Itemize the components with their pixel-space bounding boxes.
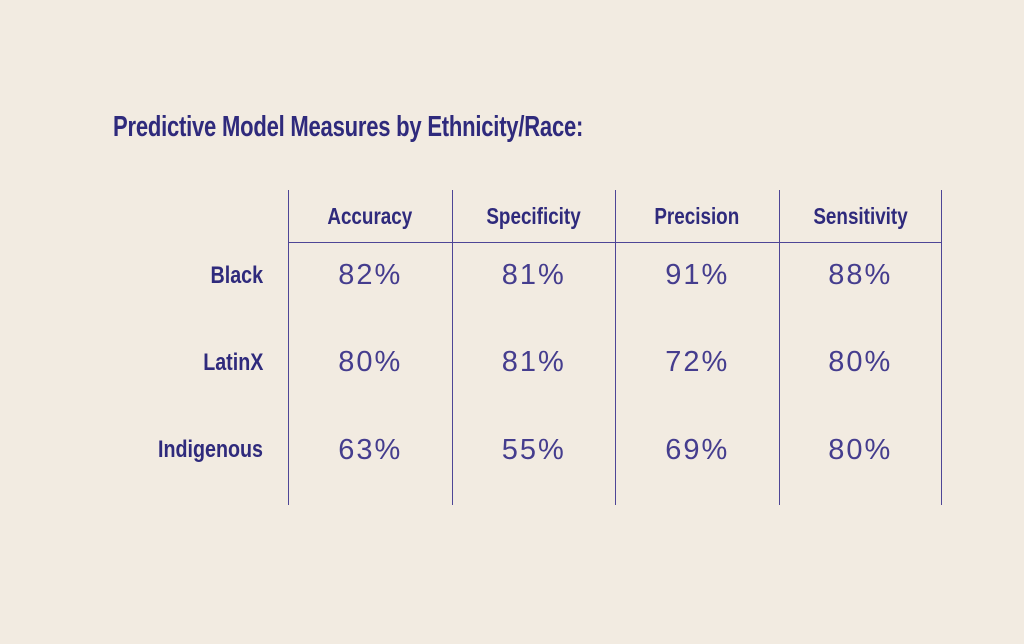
row-label-black-text: Black — [210, 261, 263, 289]
row-label-latinx-text: LatinX — [202, 348, 263, 376]
column-header-specificity: Specificity — [451, 190, 615, 243]
metrics-table: Accuracy Specificity Precision Sensitivi… — [113, 190, 942, 505]
column-header-accuracy-label: Accuracy — [327, 202, 413, 229]
cell-indigenous-accuracy: 63% — [288, 417, 452, 505]
cell-latinx-specificity: 81% — [451, 330, 616, 418]
column-header-precision-label: Precision — [654, 202, 740, 229]
column-header-sensitivity-label: Sensitivity — [813, 202, 908, 229]
column-header-precision: Precision — [615, 190, 779, 243]
cell-latinx-sensitivity: 80% — [778, 330, 942, 418]
cell-indigenous-precision: 69% — [615, 417, 779, 505]
cell-latinx-accuracy: 80% — [288, 330, 452, 418]
cell-black-precision: 91% — [615, 243, 779, 331]
row-label-indigenous-text: Indigenous — [158, 436, 263, 464]
page-title-text: Predictive Model Measures by Ethnicity/R… — [113, 111, 584, 143]
row-label-black: Black — [113, 243, 288, 330]
cell-latinx-precision: 72% — [615, 330, 779, 418]
cell-black-accuracy: 82% — [288, 243, 452, 331]
column-header-specificity-label: Specificity — [486, 202, 581, 229]
cell-black-specificity: 81% — [451, 243, 616, 331]
row-label-indigenous: Indigenous — [113, 418, 288, 505]
column-header-accuracy: Accuracy — [288, 190, 452, 243]
corner-cell — [113, 190, 288, 243]
page-title: Predictive Model Measures by Ethnicity/R… — [113, 111, 732, 144]
cell-indigenous-sensitivity: 80% — [778, 417, 942, 505]
row-label-latinx: LatinX — [113, 330, 288, 417]
column-header-sensitivity: Sensitivity — [778, 190, 942, 243]
cell-black-sensitivity: 88% — [778, 243, 942, 331]
cell-indigenous-specificity: 55% — [451, 417, 616, 505]
